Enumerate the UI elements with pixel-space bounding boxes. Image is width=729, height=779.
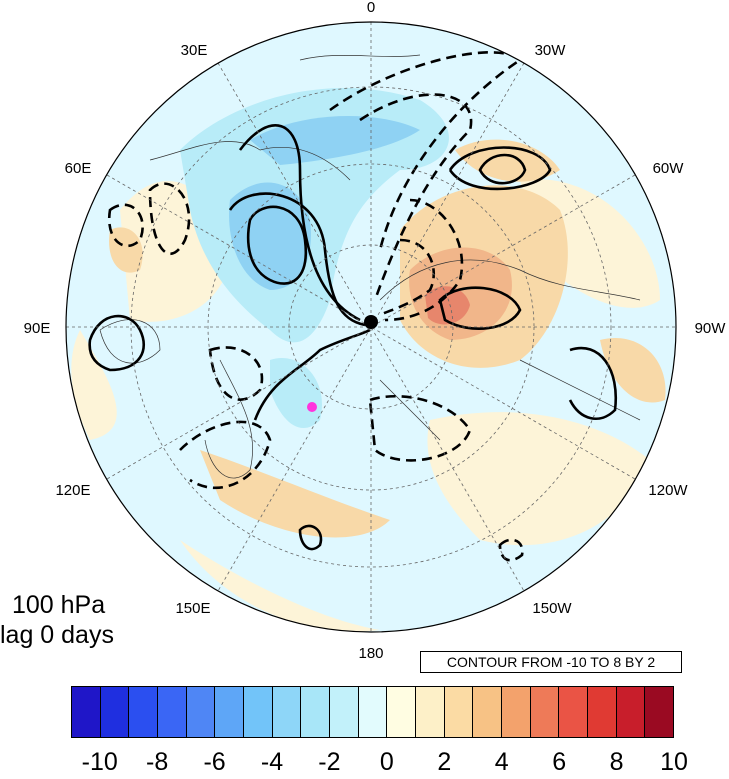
colorbar-cell <box>502 687 531 737</box>
lon-label-60w: 60W <box>653 160 685 177</box>
event-marker <box>307 402 317 412</box>
colorbar-cell <box>186 687 216 737</box>
colorbar-cell <box>444 687 474 737</box>
lon-label-120e: 120E <box>55 482 90 499</box>
colorbar <box>71 686 674 738</box>
colorbar-cell <box>244 687 273 737</box>
lon-label-0: 0 <box>367 0 375 16</box>
level-label: 100 hPa <box>12 591 106 619</box>
colorbar-cell <box>645 687 674 737</box>
colorbar-tick-label: 2 <box>437 748 452 776</box>
dashed-contours <box>107 51 524 562</box>
colorbar-cell <box>330 687 359 737</box>
colorbar-cell <box>616 687 646 737</box>
colorbar-cell <box>416 687 445 737</box>
contour-lines <box>88 124 618 551</box>
colorbar-cell <box>129 687 159 737</box>
colorbar-cell <box>358 687 388 737</box>
colorbar-cell <box>100 687 130 737</box>
polar-map: 0 30W 60W 90W 120W 150W 180 150E 120E 90… <box>24 0 727 662</box>
lon-label-150w: 150W <box>532 600 572 617</box>
colorbar-tick-label: 8 <box>609 748 624 776</box>
pole-point <box>364 315 378 329</box>
lon-label-150e: 150E <box>175 600 210 617</box>
colorbar-cell <box>473 687 503 737</box>
colorbar-tick-label: 4 <box>494 748 509 776</box>
colorbar-tick-label: 6 <box>552 748 567 776</box>
coastlines <box>99 54 641 479</box>
lon-label-90e: 90E <box>24 320 51 337</box>
colorbar-cell <box>158 687 187 737</box>
colorbar-cell <box>559 687 589 737</box>
lon-label-60e: 60E <box>65 160 92 177</box>
colorbar-cell <box>588 687 617 737</box>
colorbar-tick-label: 0 <box>379 748 394 776</box>
lag-label: lag 0 days <box>0 621 114 649</box>
colorbar-cell <box>215 687 245 737</box>
colorbar-tick-label: 10 <box>660 748 688 776</box>
contour-info-box: CONTOUR FROM -10 TO 8 BY 2 <box>420 651 682 673</box>
lon-label-120w: 120W <box>648 482 688 499</box>
map-border <box>65 21 677 633</box>
lon-label-180: 180 <box>358 645 383 662</box>
colorbar-cell <box>387 687 417 737</box>
colorbar-cell <box>72 687 101 737</box>
colorbar-tick-label: -4 <box>260 748 284 776</box>
colorbar-tick-label: -10 <box>81 748 118 776</box>
graticule <box>66 22 676 632</box>
lon-label-30w: 30W <box>535 42 567 59</box>
lon-label-30e: 30E <box>181 42 208 59</box>
colorbar-tick-label: -8 <box>146 748 169 776</box>
colorbar-cell <box>530 687 560 737</box>
lon-label-90w: 90W <box>695 320 727 337</box>
colorbar-cell <box>272 687 302 737</box>
colorbar-cell <box>301 687 331 737</box>
colorbar-tick-label: -2 <box>318 748 341 776</box>
colorbar-tick-label: -6 <box>203 748 226 776</box>
